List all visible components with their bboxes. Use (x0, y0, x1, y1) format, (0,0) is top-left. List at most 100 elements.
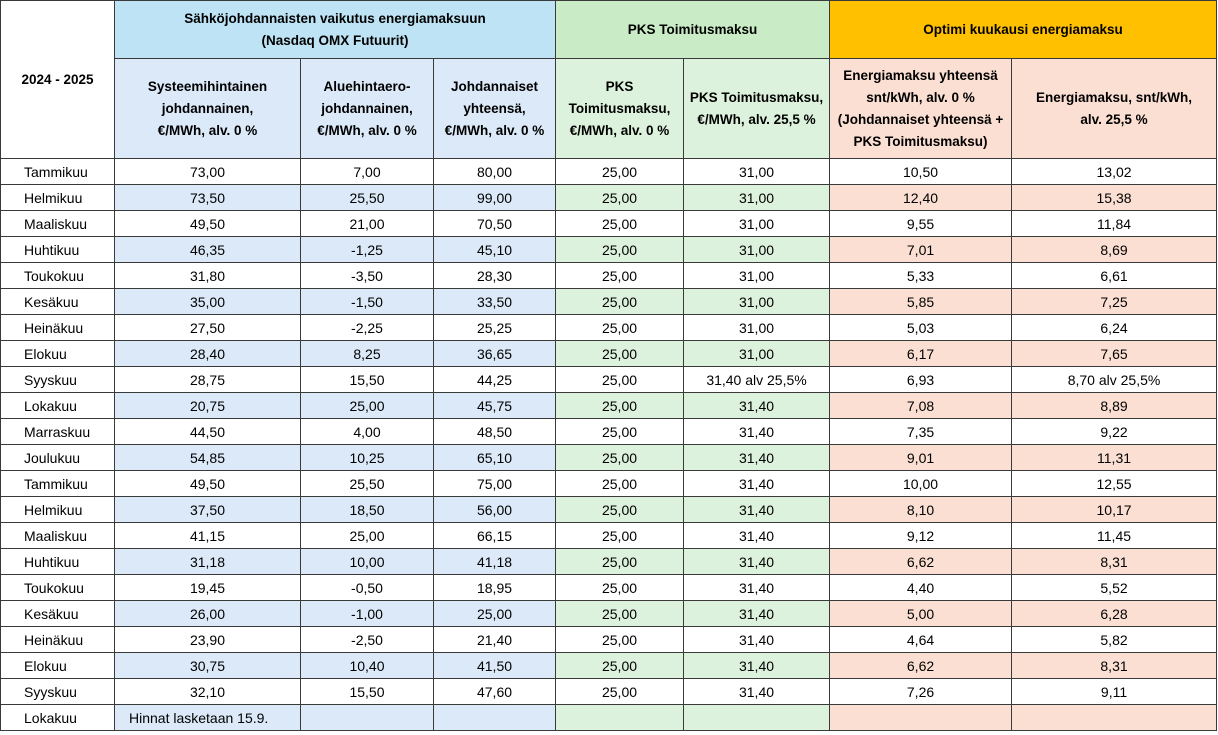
value-cell: 5,82 (1011, 626, 1218, 653)
value-cell: 31,40 (683, 470, 831, 497)
value-cell: 49,50 (114, 210, 301, 237)
value-cell: -2,25 (300, 314, 434, 341)
group-header-derivatives-line2: (Nasdaq OMX Futuurit) (261, 32, 409, 48)
value-cell: 25,50 (300, 184, 434, 211)
value-cell: 5,52 (1011, 574, 1218, 601)
value-cell: 70,50 (432, 210, 557, 237)
value-cell: 33,50 (432, 288, 557, 315)
value-cell: 31,80 (114, 262, 301, 289)
pricing-note-cell: Hinnat lasketaan 15.9. (114, 704, 301, 731)
month-cell: Helmikuu (0, 184, 115, 211)
value-cell: 31,40 (683, 392, 831, 419)
value-cell: 32,10 (114, 678, 301, 705)
column-header-row: Systeemihintainen johdannainen, €/MWh, alv… (1, 58, 1218, 159)
value-cell: 25,00 (555, 600, 685, 627)
value-cell: 9,55 (829, 210, 1013, 237)
table-row: Kesäkuu 26,00 -1,00 25,00 25,00 31,40 5,00 6,28 (0, 600, 1218, 627)
value-cell: 25,00 (555, 158, 685, 185)
value-cell: 25,00 (555, 626, 685, 653)
value-cell: 25,00 (555, 340, 685, 367)
value-cell: 9,22 (1011, 418, 1218, 445)
value-cell: 27,50 (114, 314, 301, 341)
value-cell: 25,00 (555, 262, 685, 289)
value-cell: 6,61 (1011, 262, 1218, 289)
table-row: Tammikuu 49,50 25,50 75,00 25,00 31,40 10,00 12… (0, 470, 1218, 497)
empty-cell (300, 704, 434, 731)
month-cell: Maaliskuu (0, 522, 115, 549)
value-cell: 23,90 (114, 626, 301, 653)
month-cell: Toukokuu (0, 262, 115, 289)
table-row: Lokakuu 20,75 25,00 45,75 25,00 31,40 7,08 8,89 (0, 392, 1218, 419)
value-cell: 6,24 (1011, 314, 1218, 341)
value-cell: 37,50 (114, 496, 301, 523)
value-cell: 45,10 (432, 236, 557, 263)
value-cell: 31,00 (683, 340, 831, 367)
value-cell: 25,00 (300, 392, 434, 419)
value-cell: 31,40 (683, 548, 831, 575)
value-cell: 99,00 (432, 184, 557, 211)
column-header-line: Energiamaksu yhteensä (843, 67, 998, 83)
value-cell: 7,08 (829, 392, 1013, 419)
value-cell: 31,00 (683, 184, 831, 211)
empty-cell (1011, 704, 1218, 731)
table-row: Syyskuu 32,10 15,50 47,60 25,00 31,40 7,26 9,11 (0, 678, 1218, 705)
empty-cell (432, 704, 557, 731)
column-header-line: Aluehintaero- (323, 78, 411, 94)
month-cell: Huhtikuu (0, 236, 115, 263)
value-cell: 5,00 (829, 600, 1013, 627)
month-cell: Heinäkuu (0, 626, 115, 653)
value-cell: 31,40 alv 25,5% (683, 366, 831, 393)
table-body: Tammikuu 73,00 7,00 80,00 25,00 31,00 10,50 13,… (0, 158, 1218, 731)
column-header-line: johdannainen, (321, 100, 413, 116)
value-cell: -1,25 (300, 236, 434, 263)
value-cell: 25,25 (432, 314, 557, 341)
column-header-line: Systeemihintainen (147, 78, 268, 94)
empty-cell (829, 704, 1013, 731)
month-cell: Elokuu (0, 652, 115, 679)
value-cell: 6,28 (1011, 600, 1218, 627)
value-cell: 47,60 (432, 678, 557, 705)
value-cell: 15,38 (1011, 184, 1218, 211)
month-cell: Maaliskuu (0, 210, 115, 237)
value-cell: 18,95 (432, 574, 557, 601)
value-cell: 6,62 (829, 652, 1013, 679)
value-cell: 7,25 (1011, 288, 1218, 315)
value-cell: 25,00 (555, 652, 685, 679)
month-cell: Syyskuu (0, 678, 115, 705)
value-cell: 15,50 (300, 366, 434, 393)
month-cell: Helmikuu (0, 496, 115, 523)
table-row: Huhtikuu 46,35 -1,25 45,10 25,00 31,00 7,01 8,6… (0, 236, 1218, 263)
value-cell: 6,93 (829, 366, 1013, 393)
value-cell: 5,03 (829, 314, 1013, 341)
group-header-row: 2024 - 2025 Sähköjohdannaisten vaikutus … (0, 0, 1218, 159)
table-row: Toukokuu 19,45 -0,50 18,95 25,00 31,40 4,40 5,5… (0, 574, 1218, 601)
delivery-fee-vat25-header: PKS Toimitusmaksu, €/MWh, alv. 25,5 % (683, 58, 831, 159)
table-row: Helmikuu 37,50 18,50 56,00 25,00 31,40 8,10 10,… (0, 496, 1218, 523)
value-cell: 31,40 (683, 444, 831, 471)
column-header-line: Johdannaiset (450, 78, 539, 94)
month-cell: Syyskuu (0, 366, 115, 393)
month-cell: Tammikuu (0, 470, 115, 497)
empty-cell (555, 704, 685, 731)
value-cell: 21,40 (432, 626, 557, 653)
value-cell: 31,00 (683, 314, 831, 341)
value-cell: 5,33 (829, 262, 1013, 289)
value-cell: 31,00 (683, 158, 831, 185)
column-header-line: Toimitusmaksu, (568, 100, 671, 116)
period-header: 2024 - 2025 (0, 0, 115, 159)
month-cell: Tammikuu (0, 158, 115, 185)
value-cell: 9,12 (829, 522, 1013, 549)
value-cell: 31,40 (683, 626, 831, 653)
value-cell: 7,01 (829, 236, 1013, 263)
column-header-line: PKS Toimitusmaksu, (689, 89, 824, 105)
value-cell: 8,10 (829, 496, 1013, 523)
column-header-line: €/MWh, alv. 0 % (444, 122, 545, 138)
table-row: Helmikuu 73,50 25,50 99,00 25,00 31,00 12,40 15… (0, 184, 1218, 211)
value-cell: 31,40 (683, 496, 831, 523)
value-cell: 35,00 (114, 288, 301, 315)
value-cell: 11,31 (1011, 444, 1218, 471)
empty-cell (683, 704, 831, 731)
value-cell: 10,40 (300, 652, 434, 679)
value-cell: 25,00 (555, 288, 685, 315)
